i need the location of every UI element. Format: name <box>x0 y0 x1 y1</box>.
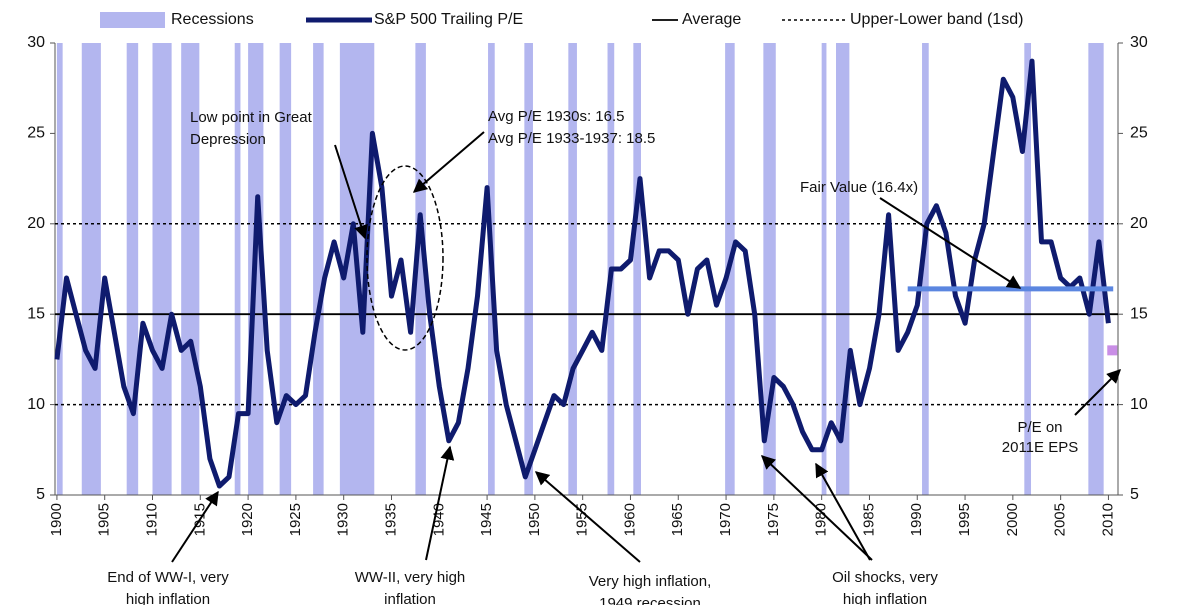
x-tick-label: 1960 <box>621 503 638 536</box>
x-tick-label: 1900 <box>48 503 65 536</box>
arrow <box>1074 369 1121 416</box>
y-tick-label: 5 <box>36 486 45 503</box>
forward-pe-label: 2011E EPS <box>1002 439 1078 456</box>
annotation: Avg P/E 1933-1937: 18.5 <box>488 130 655 147</box>
highlight-ellipse <box>366 165 444 351</box>
y2-tick-label: 5 <box>1130 486 1139 503</box>
recession-band <box>181 43 200 495</box>
forward-pe-label: P/E on <box>1017 419 1062 436</box>
annotation: high inflation <box>126 591 210 605</box>
y-tick-label: 20 <box>27 215 45 232</box>
y2-tick-label: 10 <box>1130 396 1148 413</box>
recession-band <box>152 43 172 495</box>
legend-label: S&P 500 Trailing P/E <box>374 11 523 28</box>
pe-line <box>54 58 1111 489</box>
x-tick-label: 1950 <box>526 503 543 536</box>
forward-pe-point <box>1107 345 1118 356</box>
annotation-arrows <box>171 131 1121 563</box>
arrow <box>534 471 641 563</box>
recession-band <box>821 43 827 495</box>
x-tick-label: 1930 <box>335 503 352 536</box>
x-tick-label: 2005 <box>1052 503 1069 536</box>
annotation: 1949 recession <box>599 595 701 605</box>
legend-label: Upper-Lower band (1sd) <box>850 11 1023 28</box>
annotation: End of WW-I, very <box>107 569 229 586</box>
arrow <box>425 445 455 561</box>
arrow <box>879 197 1022 289</box>
x-tick-label: 1975 <box>765 503 782 536</box>
x-tick-label: 1945 <box>478 503 495 536</box>
x-tick-label: 1985 <box>860 503 877 536</box>
legend-label: Recessions <box>171 11 254 28</box>
annotation: Depression <box>190 131 266 148</box>
recession-band <box>922 43 929 495</box>
annotation: high inflation <box>843 591 927 605</box>
recession-band <box>126 43 139 495</box>
recession-band <box>568 43 577 495</box>
x-tick-label: 1920 <box>239 503 256 536</box>
arrow <box>815 462 871 561</box>
x-tick-label: 1980 <box>813 503 830 536</box>
y2-tick-label: 25 <box>1130 125 1148 142</box>
recession-band <box>81 43 101 495</box>
recession-band <box>234 43 241 495</box>
recession-band <box>279 43 292 495</box>
y2-tick-label: 15 <box>1130 305 1148 322</box>
recession-band <box>313 43 324 495</box>
x-tick-label: 1970 <box>717 503 734 536</box>
y2-tick-label: 20 <box>1130 215 1148 232</box>
arrow <box>760 455 873 561</box>
x-tick-label: 2010 <box>1099 503 1116 536</box>
x-tick-label: 1925 <box>287 503 304 536</box>
y-tick-label: 30 <box>27 34 45 51</box>
annotation: Low point in Great <box>190 109 313 126</box>
recession-band <box>633 43 641 495</box>
y-tick-label: 10 <box>27 396 45 413</box>
legend-swatch-recessions <box>100 12 165 28</box>
annotation: inflation <box>384 591 436 605</box>
annotation: Oil shocks, very <box>832 569 938 586</box>
y2-tick-label: 30 <box>1130 34 1148 51</box>
x-tick-label: 1910 <box>143 503 160 536</box>
recession-band <box>415 43 426 495</box>
x-tick-label: 1990 <box>908 503 925 536</box>
x-tick-label: 1905 <box>96 503 113 536</box>
recession-band <box>524 43 533 495</box>
arrow <box>334 144 368 240</box>
y-tick-label: 15 <box>27 305 45 322</box>
y-tick-label: 25 <box>27 125 45 142</box>
annotation: WW-II, very high <box>355 569 466 586</box>
legend-label: Average <box>682 11 741 28</box>
x-tick-label: 2000 <box>1004 503 1021 536</box>
annotation: Avg P/E 1930s: 16.5 <box>488 108 625 125</box>
fair-value-label: Fair Value (16.4x) <box>800 179 918 196</box>
annotation: Very high inflation, <box>589 573 712 590</box>
recession-band <box>1024 43 1032 495</box>
recession-band <box>56 43 63 495</box>
x-tick-label: 1935 <box>382 503 399 536</box>
x-tick-label: 1965 <box>669 503 686 536</box>
arrow <box>171 490 219 563</box>
x-tick-label: 1940 <box>430 503 447 536</box>
x-tick-label: 1995 <box>956 503 973 536</box>
x-tick-label: 1955 <box>574 503 591 536</box>
